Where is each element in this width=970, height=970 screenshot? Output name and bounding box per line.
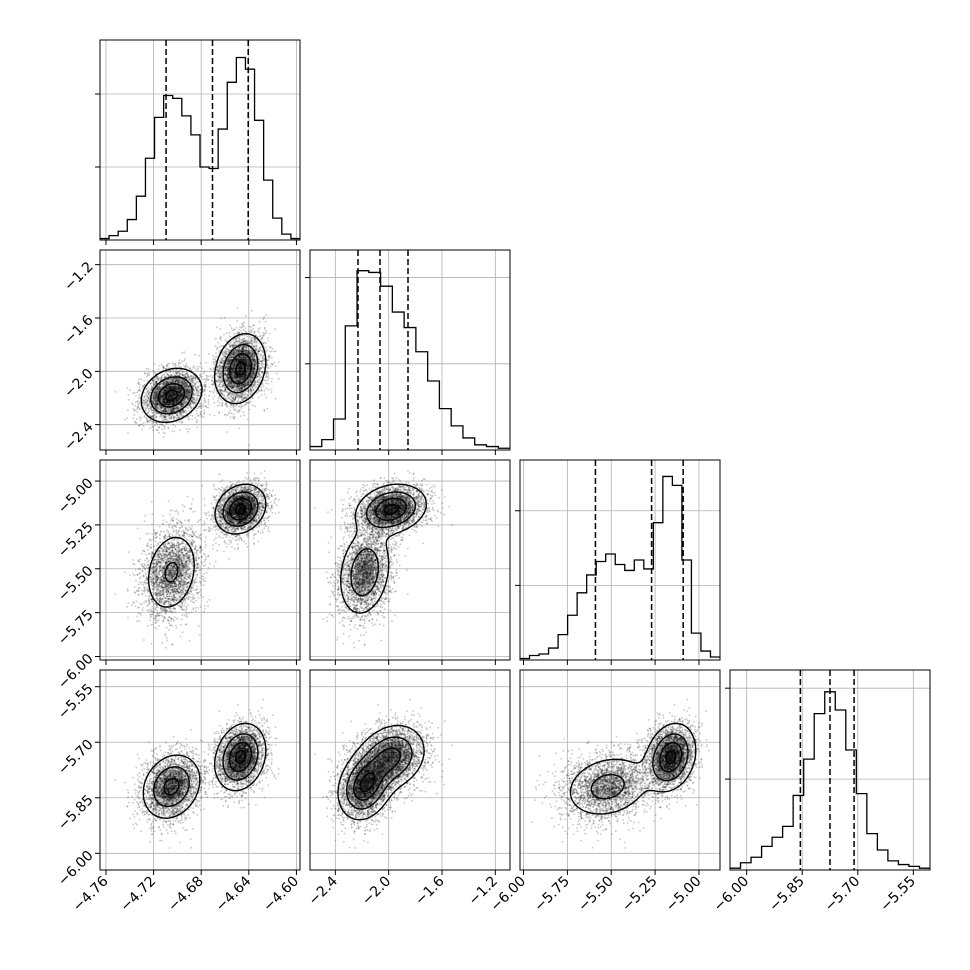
y-tick-label: −2.4 [61,419,96,454]
density-contour [340,483,427,614]
density-contour [153,733,259,808]
density-contour [163,741,253,796]
scatter-points [114,470,280,649]
x-tick-label: −4.68 [165,873,207,915]
density-contour [359,772,376,793]
panel-frame [729,669,931,871]
x-tick-label: −2.4 [306,873,341,908]
panel-frame [99,249,301,451]
hist-panel-3 [725,669,931,875]
scatter-panel-3-0 [95,669,301,875]
density-contour [164,491,259,583]
x-tick-label: −5.55 [877,873,919,915]
hist-panel-1 [305,249,511,455]
density-contour [353,747,402,801]
scatter-panel-2-1 [309,459,511,665]
x-tick-label: −4.76 [70,873,112,915]
scatter-points [314,698,454,849]
panel-frame [99,459,301,661]
scatter-panel-2-0 [95,459,301,665]
x-tick-label: −5.85 [766,873,808,915]
x-tick-label: −5.75 [531,873,573,915]
y-tick-label: −1.2 [61,259,96,294]
panel-frame [519,459,721,661]
scatter-panel-1-0 [95,249,301,455]
panel-frame [519,669,721,871]
density-contour [659,741,683,773]
panel-frame [309,249,511,451]
hist-panel-0 [95,39,301,245]
scatter-panel-3-1 [309,669,511,875]
density-contour [235,749,246,765]
scatter-points [531,698,710,849]
scatter-points [114,306,280,446]
panel-background [100,670,300,870]
density-contour [383,503,399,515]
density-contour [350,491,417,597]
panel-frame [309,669,511,871]
x-tick-label: −5.50 [575,873,617,915]
density-contour [150,343,259,415]
x-tick-label: −6.00 [711,873,753,915]
x-tick-label: −5.70 [822,873,864,915]
density-contour [569,722,697,815]
density-contour [375,497,408,521]
density-contour [665,750,677,765]
x-tick-label: −4.60 [260,873,302,915]
y-tick-label: −5.70 [55,737,97,779]
y-tick-label: −5.50 [55,563,97,605]
density-contour [157,352,252,408]
hist-step-line [310,270,510,449]
panel-background [100,460,300,660]
density-contour [140,333,267,424]
density-contour [234,503,246,515]
density-contour [590,733,689,800]
x-tick-label: −2.0 [359,873,394,908]
panel-frame [99,39,301,241]
y-tick-label: −5.75 [55,607,97,649]
density-contour [228,497,253,521]
y-tick-label: −2.0 [61,366,96,401]
density-contour [346,736,413,810]
hist-panel-2 [515,459,721,665]
y-tick-label: −5.85 [55,792,97,834]
panel-background [100,250,300,450]
x-tick-label: −4.64 [213,873,255,915]
hist-step-line [100,56,300,240]
panel-frame [309,459,511,661]
panel-background [310,250,510,450]
x-tick-label: −1.6 [412,873,447,908]
x-tick-label: −5.00 [663,873,705,915]
density-contour [337,724,425,821]
y-tick-label: −5.00 [55,475,97,517]
density-contour [142,722,267,819]
scatter-panel-3-2 [519,669,721,875]
panel-frame [99,669,301,871]
scatter-points [114,698,280,849]
panel-background [520,670,720,870]
density-contour [147,483,267,608]
scatter-points [314,470,454,649]
y-tick-label: −5.25 [55,519,97,561]
x-tick-label: −5.25 [619,873,661,915]
x-tick-label: −4.72 [118,873,160,915]
density-contour [164,361,246,402]
y-tick-label: −1.6 [61,312,96,347]
